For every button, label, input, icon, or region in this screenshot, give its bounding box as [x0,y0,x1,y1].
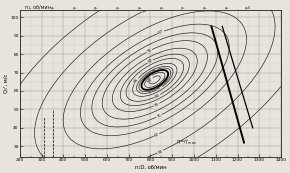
Text: 75: 75 [146,48,153,54]
Text: $\varphi_3$: $\varphi_3$ [93,5,99,12]
Text: 67: 67 [158,29,164,35]
Text: 62: 62 [153,132,160,138]
Text: 86: 86 [133,77,139,84]
Text: 50: 50 [108,0,115,6]
Text: $\varphi_5$: $\varphi_5$ [137,5,142,12]
Text: $\varphi_7$: $\varphi_7$ [180,5,186,12]
X-axis label: n₁D, об/мин: n₁D, об/мин [135,165,166,170]
Text: 89: 89 [147,77,154,83]
Text: 88: 88 [146,74,153,81]
Text: $\varphi_1$: $\varphi_1$ [50,5,55,12]
Text: 56: 56 [141,8,148,13]
Text: 79: 79 [153,102,160,108]
Text: $\varphi_2$: $\varphi_2$ [72,5,77,12]
Text: $\varphi_6$: $\varphi_6$ [159,5,164,12]
Text: $\varphi_8$: $\varphi_8$ [202,5,208,12]
Text: $\eta\!=\!\eta'_{max}$: $\eta\!=\!\eta'_{max}$ [176,138,198,147]
Text: 88: 88 [151,68,158,74]
Text: $\varphi_10$: $\varphi_10$ [244,4,252,12]
Text: 50: 50 [191,156,198,162]
Y-axis label: Q₁', м/с: Q₁', м/с [3,74,8,93]
Text: 82: 82 [147,58,153,64]
Text: 88: 88 [163,76,169,82]
Text: 87: 87 [156,85,163,91]
Text: $\varphi_4$: $\varphi_4$ [115,5,121,12]
Text: 56: 56 [157,149,163,154]
Text: n₁, об/мин: n₁, об/мин [25,4,51,9]
Text: 71: 71 [156,113,162,119]
Text: $\varphi_9$: $\varphi_9$ [224,5,229,12]
Text: 84: 84 [154,93,161,99]
